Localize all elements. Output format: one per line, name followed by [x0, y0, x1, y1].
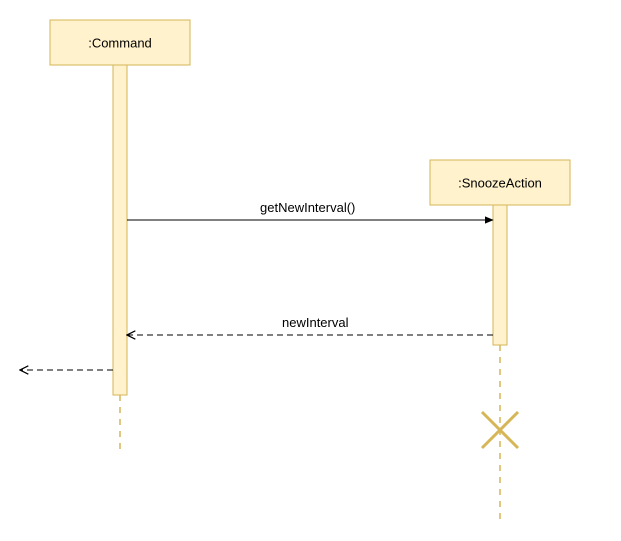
command-label: :Command	[88, 36, 152, 51]
message-return: newInterval	[127, 315, 493, 335]
participant-command: :Command	[50, 20, 190, 450]
snooze-activation	[493, 205, 507, 345]
participant-snooze: :SnoozeAction	[430, 160, 570, 520]
call-label: getNewInterval()	[260, 200, 355, 215]
snooze-label: :SnoozeAction	[458, 176, 542, 191]
command-activation	[113, 65, 127, 395]
sequence-diagram: :Command :SnoozeAction getNewInterval() …	[0, 0, 621, 541]
return-label: newInterval	[282, 315, 349, 330]
